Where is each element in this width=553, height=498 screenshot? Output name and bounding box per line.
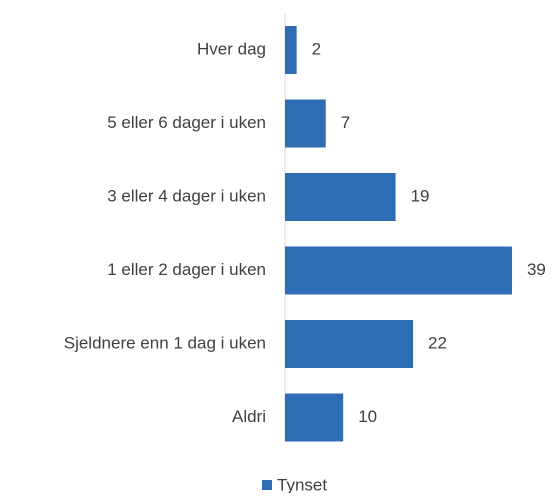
data-label: 22 bbox=[428, 333, 447, 352]
bar bbox=[285, 26, 297, 74]
legend-swatch bbox=[262, 480, 272, 490]
y-tick-label: 3 eller 4 dager i uken bbox=[107, 186, 266, 205]
y-tick-label: Sjeldnere enn 1 dag i uken bbox=[64, 333, 266, 352]
data-label: 2 bbox=[312, 39, 321, 58]
y-tick-label: 5 eller 6 dager i uken bbox=[107, 113, 266, 132]
y-tick-label: Aldri bbox=[232, 407, 266, 426]
bar bbox=[285, 320, 414, 368]
data-label: 39 bbox=[527, 260, 546, 279]
bar bbox=[285, 393, 344, 442]
data-label: 10 bbox=[358, 407, 377, 426]
bar bbox=[285, 246, 512, 295]
data-label: 7 bbox=[341, 113, 350, 132]
data-label: 19 bbox=[411, 186, 430, 205]
bar bbox=[285, 99, 326, 148]
y-tick-label: 1 eller 2 dager i uken bbox=[107, 260, 266, 279]
y-tick-label: Hver dag bbox=[197, 39, 266, 58]
bar bbox=[285, 173, 396, 221]
legend-label: Tynset bbox=[277, 475, 327, 493]
